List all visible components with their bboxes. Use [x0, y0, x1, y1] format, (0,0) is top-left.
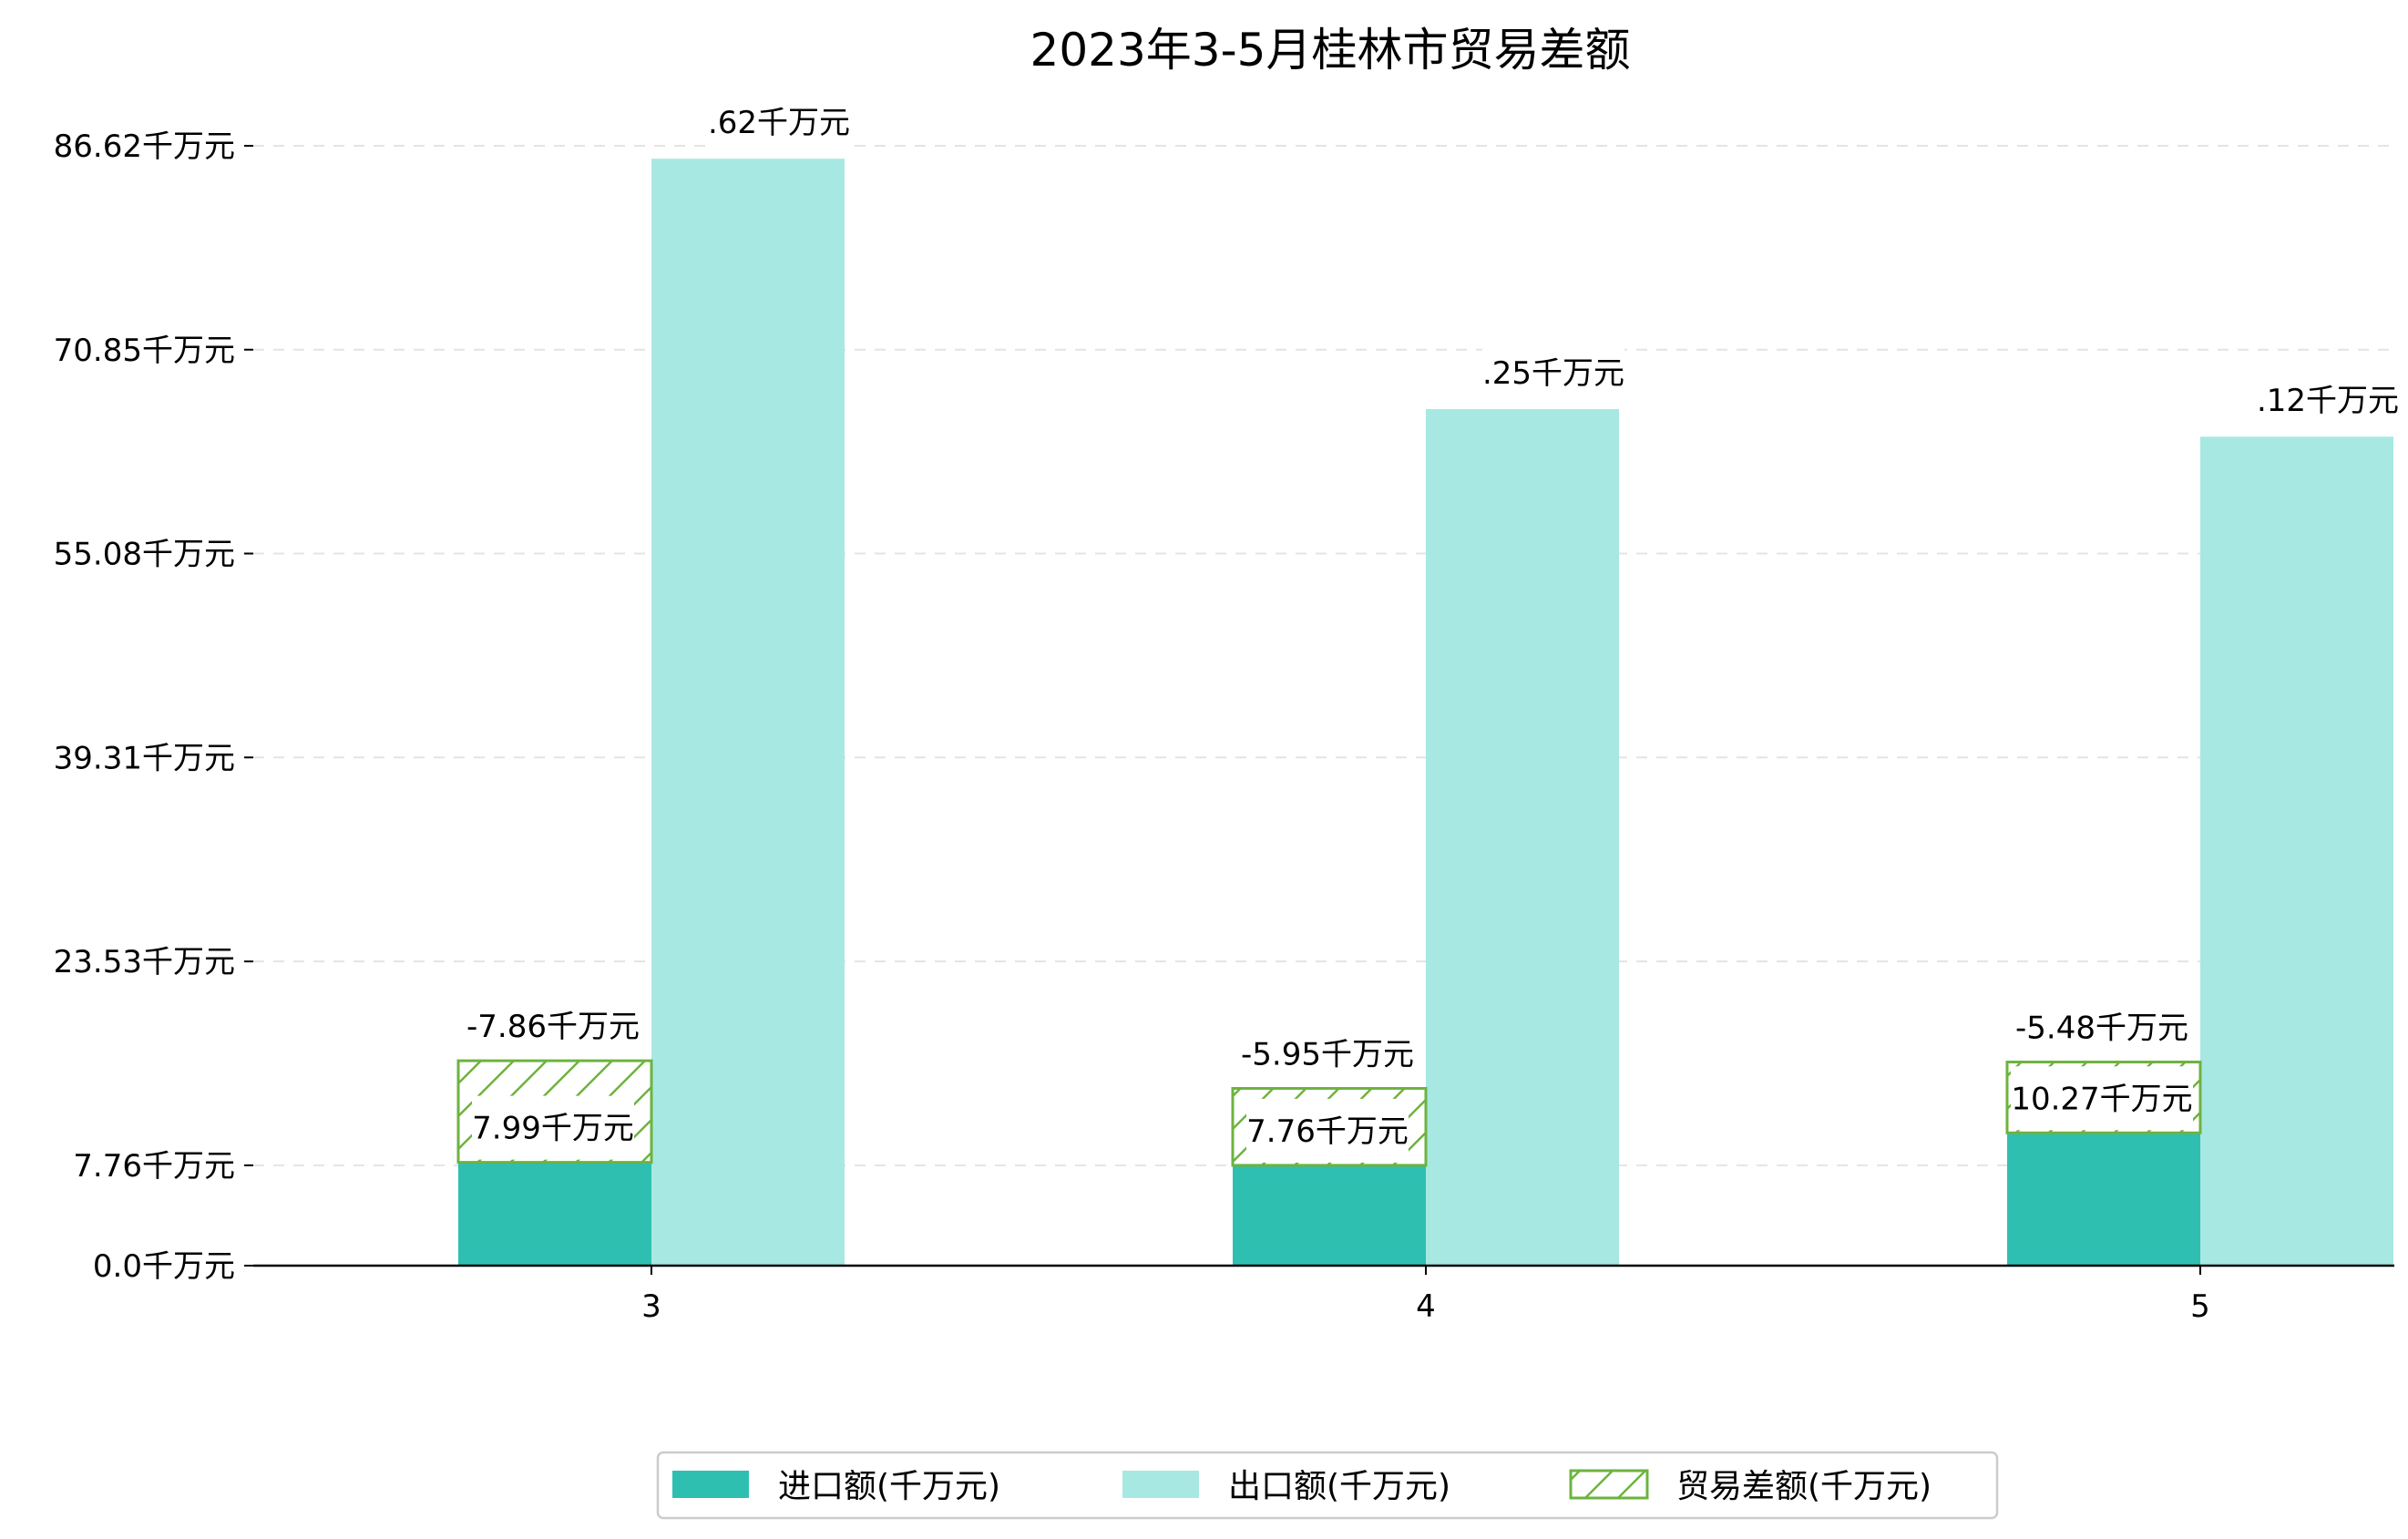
y-tick-label: 55.08千万元 — [54, 537, 235, 573]
bar-import — [458, 1162, 651, 1266]
label-export-box — [2257, 368, 2399, 433]
bar-export — [2200, 436, 2393, 1266]
legend-label: 贸易差额(千万元) — [1676, 1468, 1932, 1505]
label-export: .12千万元 — [2257, 383, 2399, 419]
bar-export — [651, 159, 845, 1266]
y-tick-label: 39.31千万元 — [54, 740, 235, 776]
legend-swatch — [672, 1471, 749, 1498]
bar-export — [1426, 409, 1619, 1266]
label-import-box — [472, 1095, 634, 1160]
label-trade-balance: -7.86千万元 — [466, 1009, 640, 1045]
y-tick-label: 70.85千万元 — [54, 333, 235, 369]
label-import-box — [1246, 1098, 1409, 1163]
label-import: 10.27千万元 — [2011, 1081, 2192, 1117]
y-tick-label: 0.0千万元 — [93, 1248, 235, 1285]
x-tick-label: 3 — [641, 1288, 661, 1325]
label-export-box — [1482, 341, 1624, 405]
label-export: .62千万元 — [708, 105, 850, 141]
y-tick-label: 23.53千万元 — [54, 944, 235, 980]
label-trade-balance: -5.48千万元 — [2015, 1011, 2188, 1047]
x-tick-label: 4 — [1416, 1288, 1436, 1325]
bar-import — [2007, 1133, 2200, 1266]
legend: 进口额(千万元) 出口额(千万元) 贸易差额(千万元) — [656, 1451, 1999, 1520]
label-trade-balance-box — [2011, 995, 2193, 1060]
bar-import — [1233, 1165, 1426, 1266]
axes: 0.0千万元 7.76千万元 23.53千万元 39.31千万元 55.08千万元 70.… — [54, 128, 2394, 1325]
label-trade-balance: -5.95千万元 — [1241, 1036, 1414, 1072]
legend-frame — [656, 1451, 1999, 1520]
legend-swatch — [1122, 1471, 1199, 1498]
legend-label: 进口额(千万元) — [778, 1468, 1000, 1505]
label-export-box — [708, 90, 850, 155]
label-export: .25千万元 — [1482, 355, 1624, 392]
label-import-box — [2011, 1066, 2193, 1131]
chart-title: 2023年3-5月桂林市贸易差额 — [1030, 24, 1631, 77]
label-trade-balance-box — [1236, 1021, 1419, 1086]
label-import: 7.76千万元 — [1246, 1113, 1409, 1150]
label-import: 7.99千万元 — [472, 1111, 634, 1147]
y-tick-label: 86.62千万元 — [54, 128, 235, 165]
legend-label: 出口额(千万元) — [1228, 1468, 1450, 1505]
label-trade-balance-box — [462, 994, 644, 1059]
y-tick-label: 7.76千万元 — [73, 1148, 235, 1185]
data-labels: .62千万元 -7.86千万元 7.99千万元 .25千万元 -5.95千万元 7.76千… — [462, 90, 2399, 1163]
legend-swatch — [1569, 1469, 1649, 1500]
x-tick-label: 5 — [2190, 1288, 2210, 1325]
